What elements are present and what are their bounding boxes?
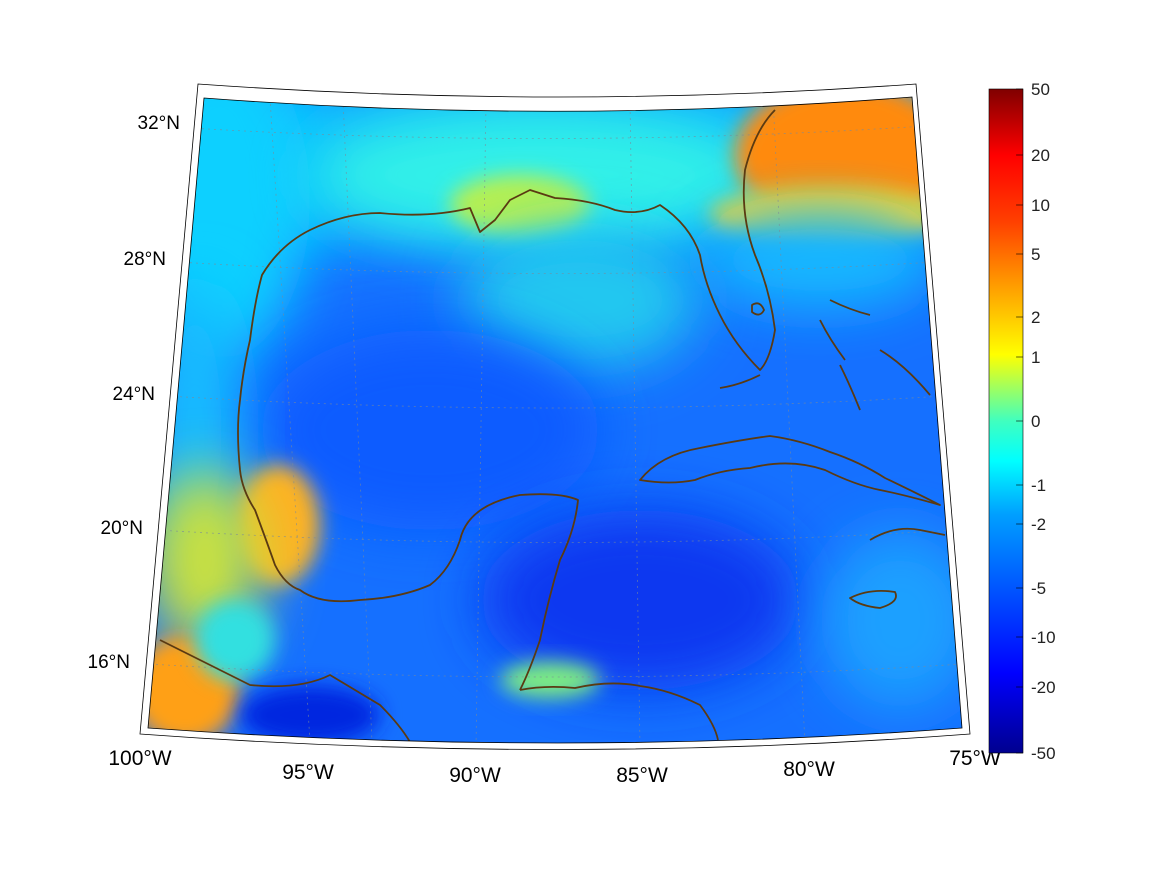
lon-label-75w: 75°W	[949, 747, 1001, 770]
coastline-jamaica	[849, 589, 897, 609]
lat-label-28: 28°N	[124, 249, 166, 270]
colorbar-tick-label: 10	[1031, 196, 1050, 215]
coastline-hispaniola	[869, 527, 946, 541]
lon-label-95w: 95°W	[282, 761, 334, 784]
colorbar-tick-label: 20	[1031, 146, 1050, 165]
colorbar-tick-label: 5	[1031, 245, 1040, 264]
coastlines	[159, 109, 946, 743]
gridline-lon-90	[342, 99, 373, 743]
map-field	[148, 97, 962, 743]
field-atlantic-cyan	[700, 210, 940, 310]
colorbar-tick-label: -1	[1031, 476, 1046, 495]
graticule	[149, 97, 962, 743]
coastline-mexico-east	[239, 469, 579, 691]
coastline-bahamas	[819, 299, 931, 411]
colorbar-tick-label: -2	[1031, 515, 1046, 534]
field-pacific-cyan	[195, 600, 275, 680]
field-caribbean-deep	[480, 510, 800, 690]
lat-label-24: 24°N	[113, 384, 155, 405]
field-northern-shelf	[310, 105, 770, 245]
coastline-honduras-north	[519, 682, 719, 741]
lat-label-16: 16°N	[88, 652, 130, 673]
field-delta-plume	[450, 175, 590, 235]
coastline-lake-okeechobee	[751, 302, 765, 316]
frame-inner	[147, 96, 963, 744]
lon-label-90w: 90°W	[449, 764, 501, 787]
gridline-lat-16	[149, 663, 962, 678]
coastline-us-gulf	[237, 109, 776, 471]
colorbar-tick-label: 50	[1031, 80, 1050, 99]
gridline-lat-32	[189, 125, 926, 139]
field-open-gulf-blue	[260, 330, 600, 530]
lat-label-20: 20°N	[101, 518, 143, 539]
gridline-lon-80	[629, 99, 641, 743]
colorbar-tick-label: -50	[1031, 744, 1056, 763]
gridline-lat-28	[177, 261, 936, 274]
map-frame	[139, 83, 971, 750]
colorbar-tick-label: 1	[1031, 348, 1040, 367]
field-pacific-deep	[240, 685, 380, 743]
colorbar-tick-label: -20	[1031, 678, 1056, 697]
latitude-labels: 32°N 28°N 24°N 20°N 16°N	[88, 113, 180, 673]
lon-label-80w: 80°W	[783, 758, 835, 781]
lon-label-100w: 100°W	[108, 747, 171, 770]
field-honduras-plume	[500, 662, 600, 698]
lat-label-32: 32°N	[138, 113, 180, 134]
longitude-labels: 100°W 95°W 90°W 85°W 80°W 75°W	[108, 747, 1001, 787]
gridline-lat-24	[167, 395, 945, 409]
field-central-gulf-cyan	[460, 230, 700, 370]
frame-outer	[139, 83, 971, 750]
lon-label-85w: 85°W	[616, 764, 668, 787]
coastline-cuba	[639, 435, 941, 506]
colorbar-tick-label: -5	[1031, 579, 1046, 598]
coastline-florida-keys	[719, 374, 761, 389]
field-east-caribbean-cyan	[820, 530, 962, 710]
gridline-lat-20	[157, 529, 954, 543]
colorbar-tick-label: 2	[1031, 308, 1040, 327]
colorbar-tick-label: -10	[1031, 628, 1056, 647]
colorbar-tick-label: 0	[1031, 412, 1040, 431]
coastline-central-america-pacific	[159, 639, 411, 743]
